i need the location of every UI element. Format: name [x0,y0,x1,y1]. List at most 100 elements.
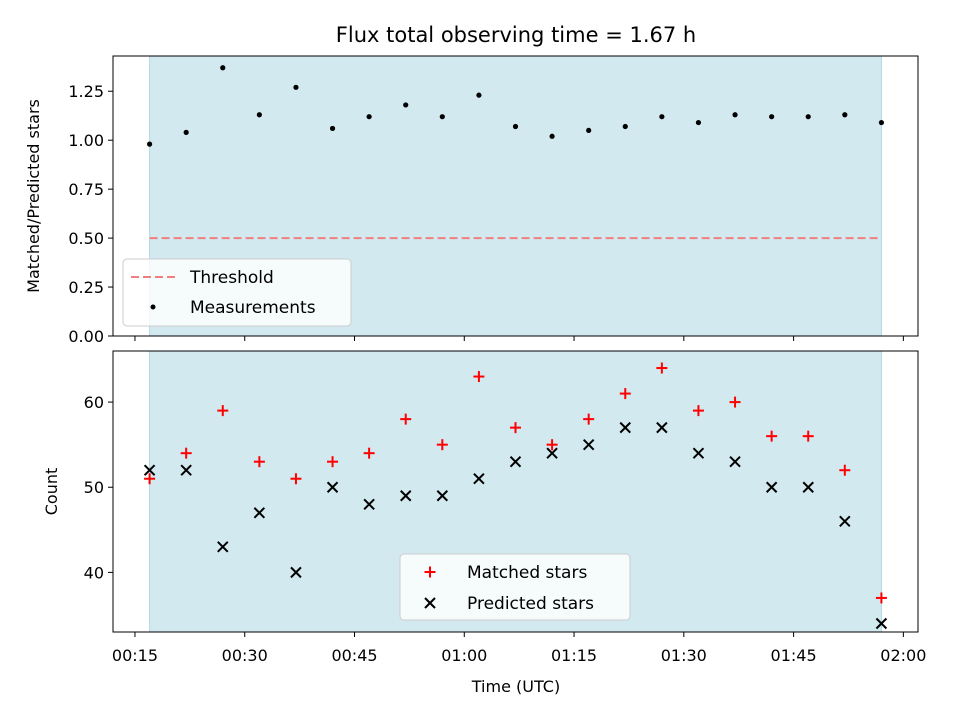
predicted-point [326,481,339,493]
y-tick-label: 40 [84,563,104,582]
y-tick-label: 0.50 [68,229,104,248]
predicted-point [765,481,778,493]
matched-point [363,447,375,459]
matched-point [290,473,302,485]
measurement-point [842,112,848,118]
matched-point [327,456,339,468]
top-legend: Threshold Measurements [122,258,352,327]
threshold-legend-label: Threshold [189,268,274,288]
predicted-point [546,447,558,459]
matched-point [473,371,485,383]
y-tick-label: 0.75 [68,180,104,199]
matched-point [875,592,887,604]
measurement-point [403,102,409,108]
predicted-point [180,464,192,476]
y-tick-label: 50 [84,478,104,497]
measurement-point [329,125,336,132]
predicted-legend-marker [424,597,436,609]
matched-legend-label: Matched stars [467,563,587,583]
measurement-point [549,133,555,139]
matched-legend-swatch [424,566,436,578]
predicted-point [363,498,375,510]
measurement-point [293,84,299,90]
y-tick-label: 1.00 [68,131,104,150]
matched-point [802,430,814,442]
bottom-y-ticks: 40 50 60 [84,393,113,582]
bottom-axes-frame [112,350,919,633]
matched-point [546,439,558,451]
measurement-points [146,65,885,147]
top-x-ticks [134,336,904,341]
y-tick-label: 0.25 [68,278,104,297]
predicted-point [582,438,595,451]
matched-point [766,430,778,442]
measurement-point [878,119,885,126]
matched-point [510,422,521,434]
predicted-point [290,566,302,579]
matched-point [180,447,192,459]
measurement-point [732,112,738,118]
y-tick-label: 60 [84,393,104,412]
top-y-axis-label: Matched/Predicted stars [24,99,43,293]
matched-point [619,388,631,400]
bottom-legend: Matched stars Predicted stars [399,553,631,621]
bottom-plot: 40 50 60 00:15 00:30 00:45 01:00 01:15 01:30 01:… [42,350,926,696]
matched-point [436,439,448,451]
measurement-point [256,112,262,118]
chart-title: Flux total observing time = 1.67 h [336,23,696,47]
predicted-point [509,455,522,468]
measurement-point [146,141,153,147]
x-tick-label: 01:15 [551,646,597,665]
predicted-point [875,617,888,630]
matched-point [583,413,595,425]
measurement-legend-label: Measurements [190,298,316,318]
matched-point [217,405,229,417]
measurement-point [769,114,775,120]
measurement-point [622,123,628,130]
measurement-point [476,92,482,98]
y-tick-label: 1.25 [68,82,104,101]
predicted-point [656,421,668,434]
measurement-legend-swatch [150,304,156,310]
predicted-point [143,464,156,476]
measurement-point [805,114,811,120]
count-points [143,362,888,630]
matched-point [692,405,704,417]
x-tick-label: 01:45 [771,646,817,665]
bottom-legend-box [399,553,631,621]
predicted-point [400,490,412,502]
bottom-x-ticks: 00:15 00:30 00:45 01:00 01:15 01:30 01:45 02:00 [112,632,926,665]
predicted-point [473,473,485,485]
matched-point [729,396,741,408]
x-tick-label: 02:00 [880,646,926,665]
predicted-point [217,541,229,553]
measurement-point [586,127,592,134]
measurement-point [220,65,226,71]
x-axis-label: Time (UTC) [471,677,560,696]
top-y-ticks: 0.00 0.25 0.50 0.75 1.00 1.25 [68,82,113,346]
x-tick-label: 00:45 [331,646,377,665]
measurement-point [439,114,445,120]
x-tick-label: 00:15 [112,646,158,665]
predicted-point [619,421,631,434]
x-tick-label: 01:30 [661,646,707,665]
matched-point [839,464,851,476]
measurement-point [366,114,372,120]
predicted-point [839,515,851,528]
matched-point [400,413,412,425]
predicted-point [692,447,705,459]
top-axes-frame [112,55,919,337]
top-legend-box [122,258,352,327]
predicted-point [729,455,741,468]
matched-point [656,362,668,374]
predicted-point [253,507,266,519]
measurement-point [659,114,665,120]
matched-point [144,473,156,485]
measurement-point [183,129,189,135]
top-plot: 0.00 0.25 0.50 0.75 1.00 1.25 Matched/Predict… [24,55,919,346]
bottom-y-axis-label: Count [42,468,61,516]
predicted-legend-swatch [424,597,436,609]
matched-legend-marker [424,566,436,578]
measurement-point [512,123,519,130]
